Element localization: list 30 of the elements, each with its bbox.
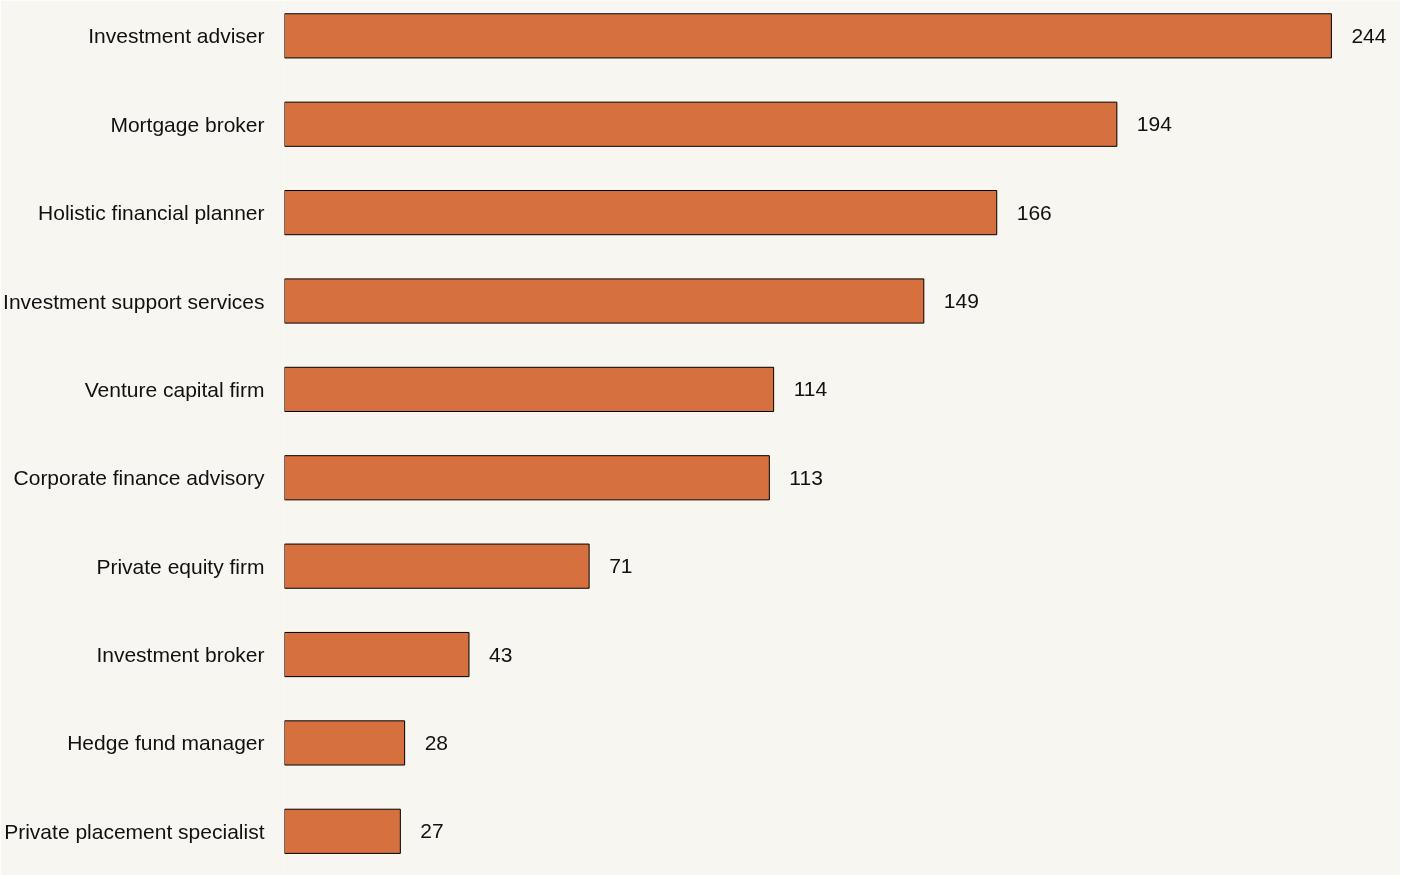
data-label: 244 xyxy=(1351,23,1387,47)
bar xyxy=(284,278,925,324)
data-label: 113 xyxy=(789,465,823,489)
data-label: 114 xyxy=(793,377,828,401)
y-tick-label: Venture capital firm xyxy=(84,377,265,401)
bar xyxy=(284,543,590,589)
data-label: 71 xyxy=(609,554,633,578)
y-tick-label: Holistic financial planner xyxy=(38,201,265,225)
data-label: 27 xyxy=(420,819,444,843)
y-tick-label: Private equity firm xyxy=(96,554,265,578)
data-label: 194 xyxy=(1136,112,1173,136)
bar xyxy=(284,13,1332,59)
y-tick-label: Hedge fund manager xyxy=(67,731,265,755)
data-label: 149 xyxy=(943,289,979,313)
bar xyxy=(284,631,470,678)
data-label: 28 xyxy=(424,730,448,754)
y-tick-label: Investment broker xyxy=(96,643,265,667)
y-tick-label: Private placement specialist xyxy=(4,819,265,843)
bar xyxy=(284,101,1118,147)
bar xyxy=(284,720,406,766)
bar xyxy=(284,366,775,412)
data-label: 43 xyxy=(489,642,513,666)
y-tick-label: Corporate finance advisory xyxy=(13,466,265,490)
bar xyxy=(284,190,998,236)
data-label: 166 xyxy=(1016,200,1052,224)
y-tick-label: Investment support services xyxy=(3,289,265,313)
y-tick-label: Mortgage broker xyxy=(110,112,265,136)
bar xyxy=(284,455,770,501)
bar xyxy=(284,808,401,854)
y-tick-label: Investment adviser xyxy=(88,24,265,48)
